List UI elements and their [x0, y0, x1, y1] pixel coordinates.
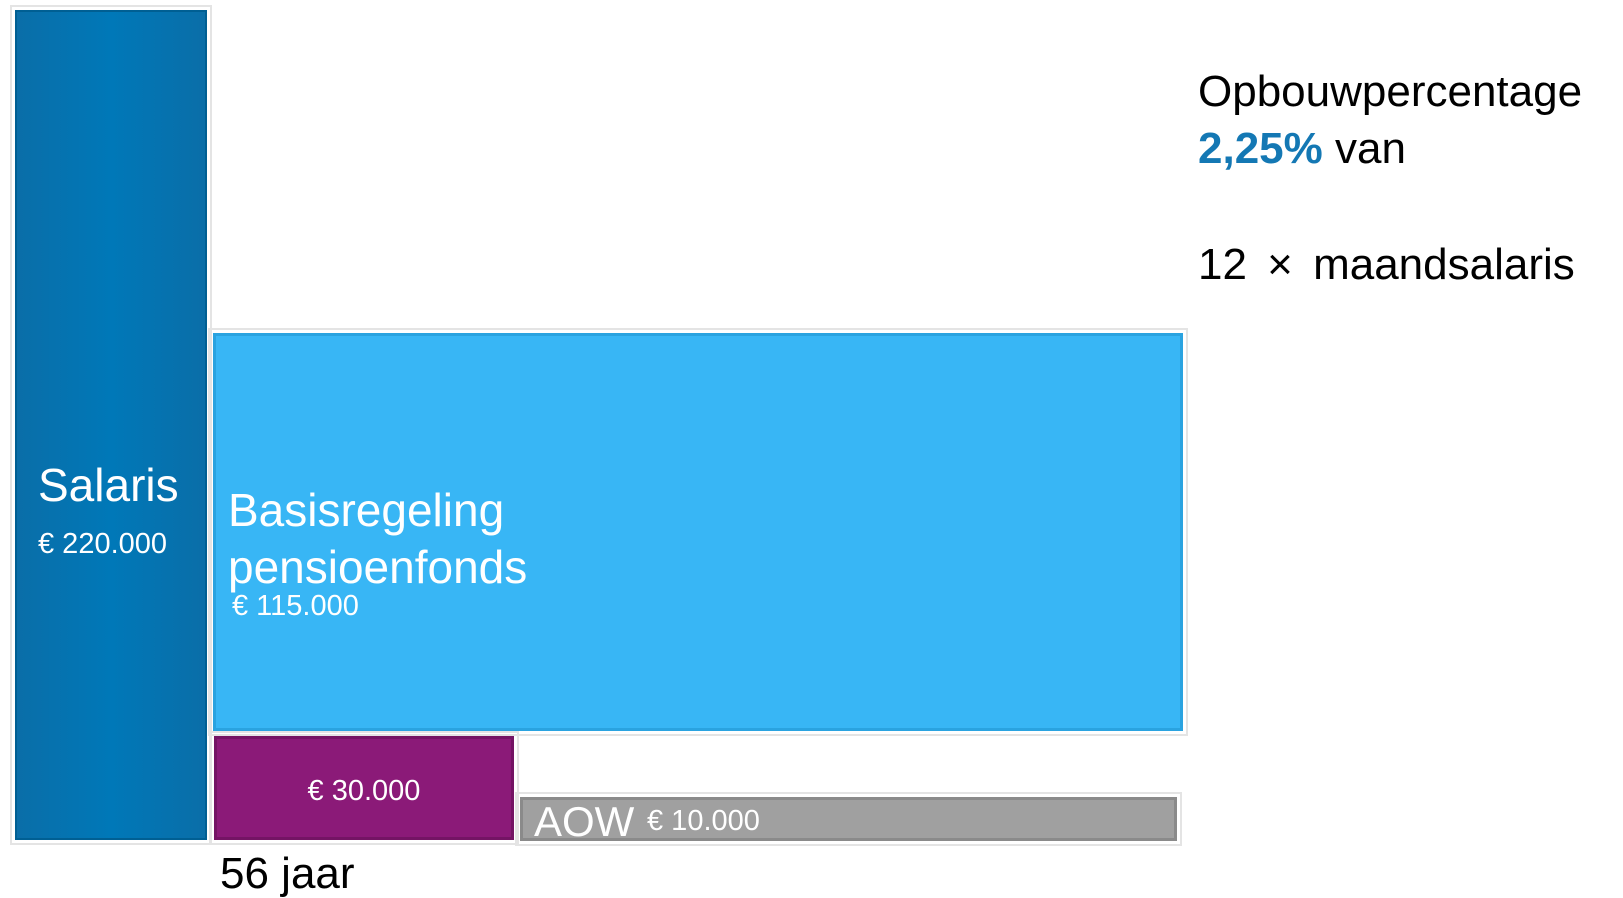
aow-amount: € 10.000 — [647, 805, 760, 837]
extra-box — [209, 731, 519, 845]
aow-label: AOW — [534, 798, 635, 845]
base-scheme-amount: € 115.000 — [232, 590, 359, 622]
base-scheme-label: Basisregeling pensioenfonds — [228, 484, 528, 593]
age-label: 56 jaar — [220, 849, 355, 898]
base-scheme-box — [208, 328, 1188, 736]
accrual-of: van — [1335, 124, 1406, 173]
accrual-line: 2,25% van — [1198, 127, 1406, 171]
extra-amount: € 30.000 — [307, 775, 421, 807]
salary-bar — [10, 5, 212, 845]
accrual-title: Opbouwpercentage — [1198, 67, 1583, 116]
aow-bar — [515, 792, 1182, 846]
accrual-basis: 12 × maandsalaris — [1198, 240, 1575, 289]
salary-label: Salaris — [38, 459, 179, 511]
salary-amount: € 220.000 — [38, 528, 168, 560]
accrual-rate: 2,25% — [1198, 124, 1323, 173]
